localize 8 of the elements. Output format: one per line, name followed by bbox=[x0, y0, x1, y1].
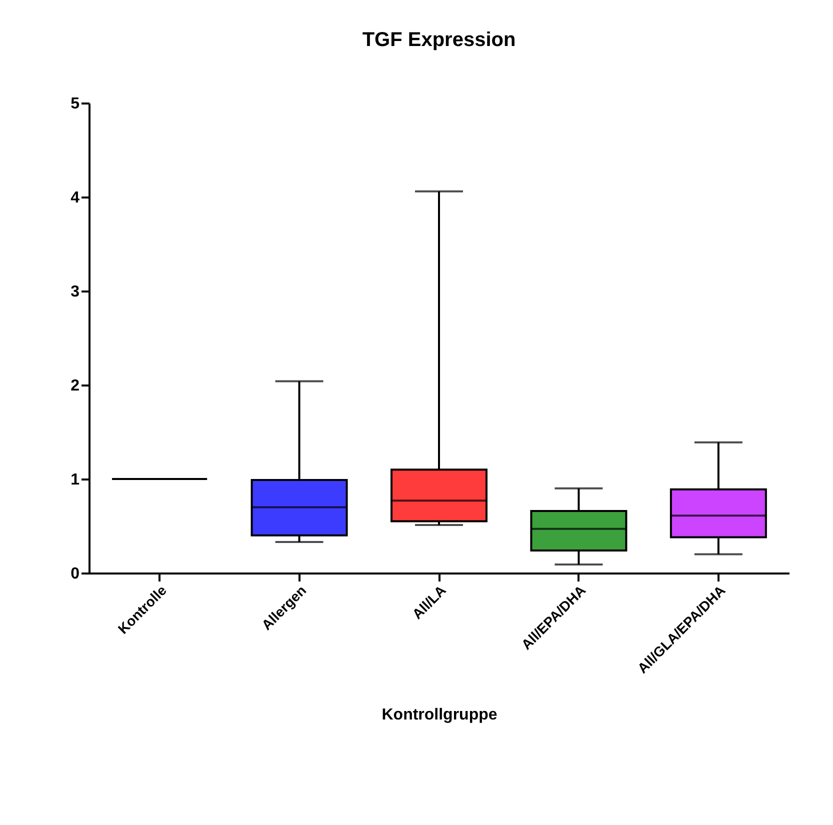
y-tick-label: 0 bbox=[70, 566, 80, 582]
y-tick-label: 2 bbox=[70, 378, 80, 394]
x-axis-title: Kontrollgruppe bbox=[382, 706, 498, 724]
y-tick-label: 5 bbox=[70, 96, 80, 112]
y-tick-label: 4 bbox=[70, 190, 80, 206]
chart-title: TGF Expression bbox=[362, 29, 516, 51]
y-tick-label: 1 bbox=[70, 472, 80, 488]
y-tick-label: 3 bbox=[70, 284, 80, 300]
